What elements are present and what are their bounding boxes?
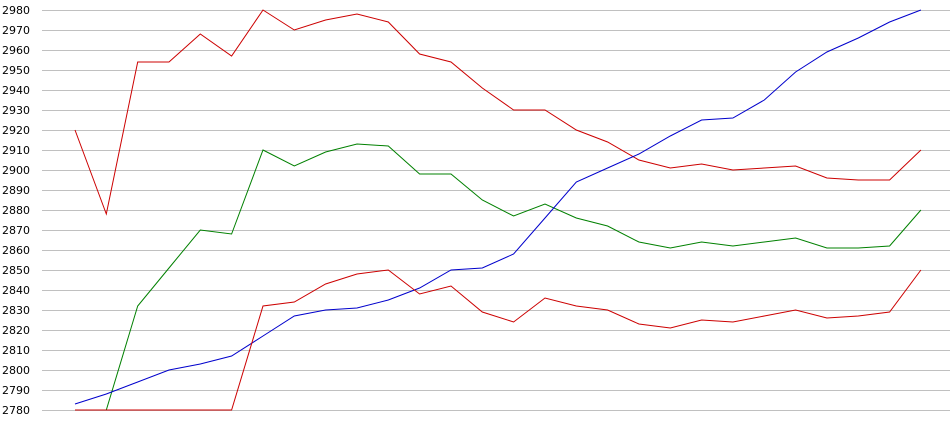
y-tick-label: 2980 xyxy=(2,4,30,17)
y-tick-label: 2780 xyxy=(2,404,30,417)
y-tick-label: 2960 xyxy=(2,44,30,57)
series-line-2 xyxy=(75,143,922,411)
y-tick-label: 2800 xyxy=(2,364,30,377)
y-tick-label: 2970 xyxy=(2,24,30,37)
y-tick-label: 2940 xyxy=(2,84,30,97)
y-tick-label: 2880 xyxy=(2,204,30,217)
y-tick-label: 2850 xyxy=(2,264,30,277)
y-tick-label: 2840 xyxy=(2,284,30,297)
y-tick-label: 2830 xyxy=(2,304,30,317)
y-tick-label: 2890 xyxy=(2,184,30,197)
series-line-4 xyxy=(75,269,922,411)
series-lines xyxy=(74,9,922,411)
y-tick-label: 2900 xyxy=(2,164,30,177)
y-tick-label: 2870 xyxy=(2,224,30,237)
series-line-1 xyxy=(74,9,922,216)
y-tick-label: 2910 xyxy=(2,144,30,157)
y-tick-label: 2950 xyxy=(2,64,30,77)
y-tick-label: 2860 xyxy=(2,244,30,257)
series-line-3 xyxy=(74,9,922,405)
y-tick-label: 2790 xyxy=(2,384,30,397)
grid-lines xyxy=(42,10,950,411)
y-tick-label: 2920 xyxy=(2,124,30,137)
y-axis-tick-labels: 2780 2790 2800 2810 2820 2830 2840 2850 2860 2870… xyxy=(2,4,30,417)
y-tick-label: 2810 xyxy=(2,344,30,357)
y-tick-label: 2820 xyxy=(2,324,30,337)
y-tick-label: 2930 xyxy=(2,104,30,117)
